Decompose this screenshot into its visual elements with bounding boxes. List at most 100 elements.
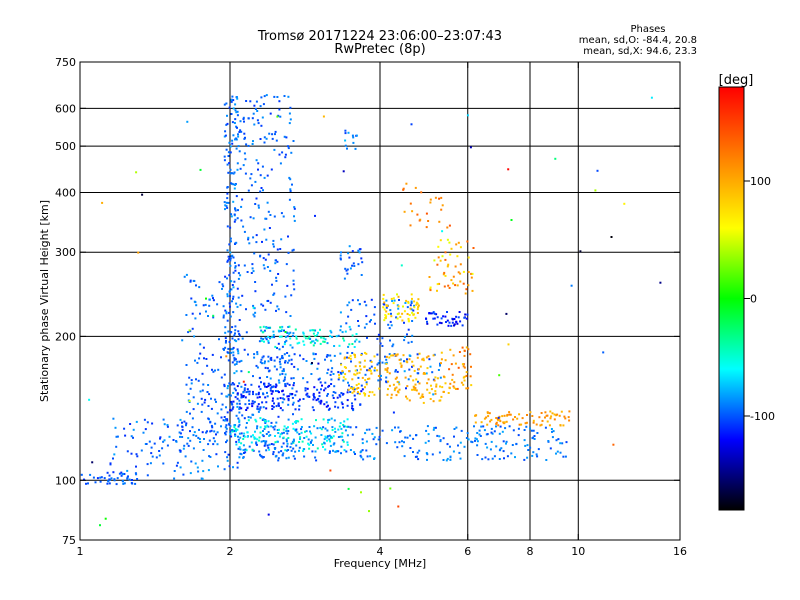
data-point <box>238 432 241 435</box>
data-point <box>316 388 319 391</box>
data-point <box>284 295 287 298</box>
data-point <box>412 313 415 316</box>
data-point <box>238 382 241 385</box>
data-point <box>210 407 213 410</box>
data-point <box>238 399 241 402</box>
data-point <box>322 115 325 118</box>
data-point <box>348 384 350 387</box>
data-point <box>288 122 291 125</box>
data-point <box>148 440 151 443</box>
data-point <box>277 432 280 434</box>
data-point <box>151 455 154 458</box>
data-point <box>135 171 138 174</box>
data-point <box>500 447 503 450</box>
data-point <box>238 456 241 459</box>
data-point <box>317 362 320 365</box>
y-tick-label: 75 <box>62 534 76 547</box>
data-point <box>469 146 472 149</box>
data-point <box>246 406 249 409</box>
data-point <box>448 321 451 324</box>
data-point <box>437 245 440 248</box>
data-point <box>339 258 342 261</box>
data-point <box>425 452 428 454</box>
data-point <box>463 445 466 448</box>
data-point <box>245 308 247 311</box>
data-point <box>650 96 653 99</box>
data-point <box>345 269 348 272</box>
data-point <box>344 378 347 381</box>
data-point <box>538 416 541 419</box>
data-point <box>183 444 186 447</box>
data-point <box>437 369 440 371</box>
data-point <box>242 444 245 447</box>
data-point <box>414 383 417 386</box>
data-point <box>338 376 341 379</box>
data-point <box>398 383 401 386</box>
data-point <box>277 403 280 406</box>
data-point <box>229 259 232 262</box>
data-point <box>342 376 345 379</box>
data-point <box>416 213 419 216</box>
data-point <box>344 129 347 132</box>
data-point <box>263 420 266 422</box>
data-point <box>234 396 237 399</box>
data-point <box>469 353 472 356</box>
data-point <box>106 471 109 474</box>
data-point <box>88 398 91 401</box>
data-point <box>264 426 267 429</box>
data-point <box>359 365 361 368</box>
data-point <box>214 369 216 372</box>
data-point <box>311 340 313 343</box>
x-axis-label: Frequency [MHz] <box>334 557 426 570</box>
data-point <box>288 198 291 201</box>
data-point <box>256 427 258 430</box>
data-point <box>227 330 230 333</box>
data-point <box>258 439 260 442</box>
data-point <box>529 427 531 430</box>
data-point <box>369 369 372 372</box>
data-point <box>385 304 388 307</box>
data-point <box>504 427 507 430</box>
data-point <box>126 477 129 480</box>
data-point <box>439 399 442 402</box>
data-point <box>389 487 392 490</box>
data-point <box>400 365 403 368</box>
data-point <box>183 275 186 278</box>
data-point <box>476 454 479 456</box>
data-point <box>427 378 430 381</box>
data-point <box>271 133 274 136</box>
data-point <box>414 388 417 391</box>
data-point <box>405 182 408 185</box>
data-point <box>231 254 234 257</box>
data-point <box>417 368 420 371</box>
data-point <box>329 444 332 447</box>
data-point <box>424 441 427 444</box>
data-point <box>397 426 400 429</box>
data-point <box>185 273 188 276</box>
data-point <box>279 162 282 165</box>
data-point <box>146 463 149 466</box>
data-point <box>259 454 262 457</box>
x-tick-label: 6 <box>464 545 471 558</box>
data-point <box>256 110 259 112</box>
data-point <box>452 275 455 278</box>
data-point <box>233 372 236 375</box>
data-point <box>499 420 502 423</box>
data-point <box>343 339 346 342</box>
data-point <box>532 429 535 432</box>
data-point <box>355 384 358 387</box>
data-point <box>436 434 439 437</box>
data-point <box>223 155 226 158</box>
data-point <box>302 358 305 361</box>
data-point <box>208 304 211 307</box>
data-point <box>279 397 282 400</box>
data-point <box>307 337 310 340</box>
data-point <box>258 436 261 439</box>
data-point <box>379 342 382 345</box>
data-point <box>274 425 277 428</box>
data-point <box>338 394 341 397</box>
data-point <box>257 168 259 171</box>
data-point <box>226 122 229 125</box>
data-point <box>342 371 344 374</box>
data-point <box>342 424 345 426</box>
